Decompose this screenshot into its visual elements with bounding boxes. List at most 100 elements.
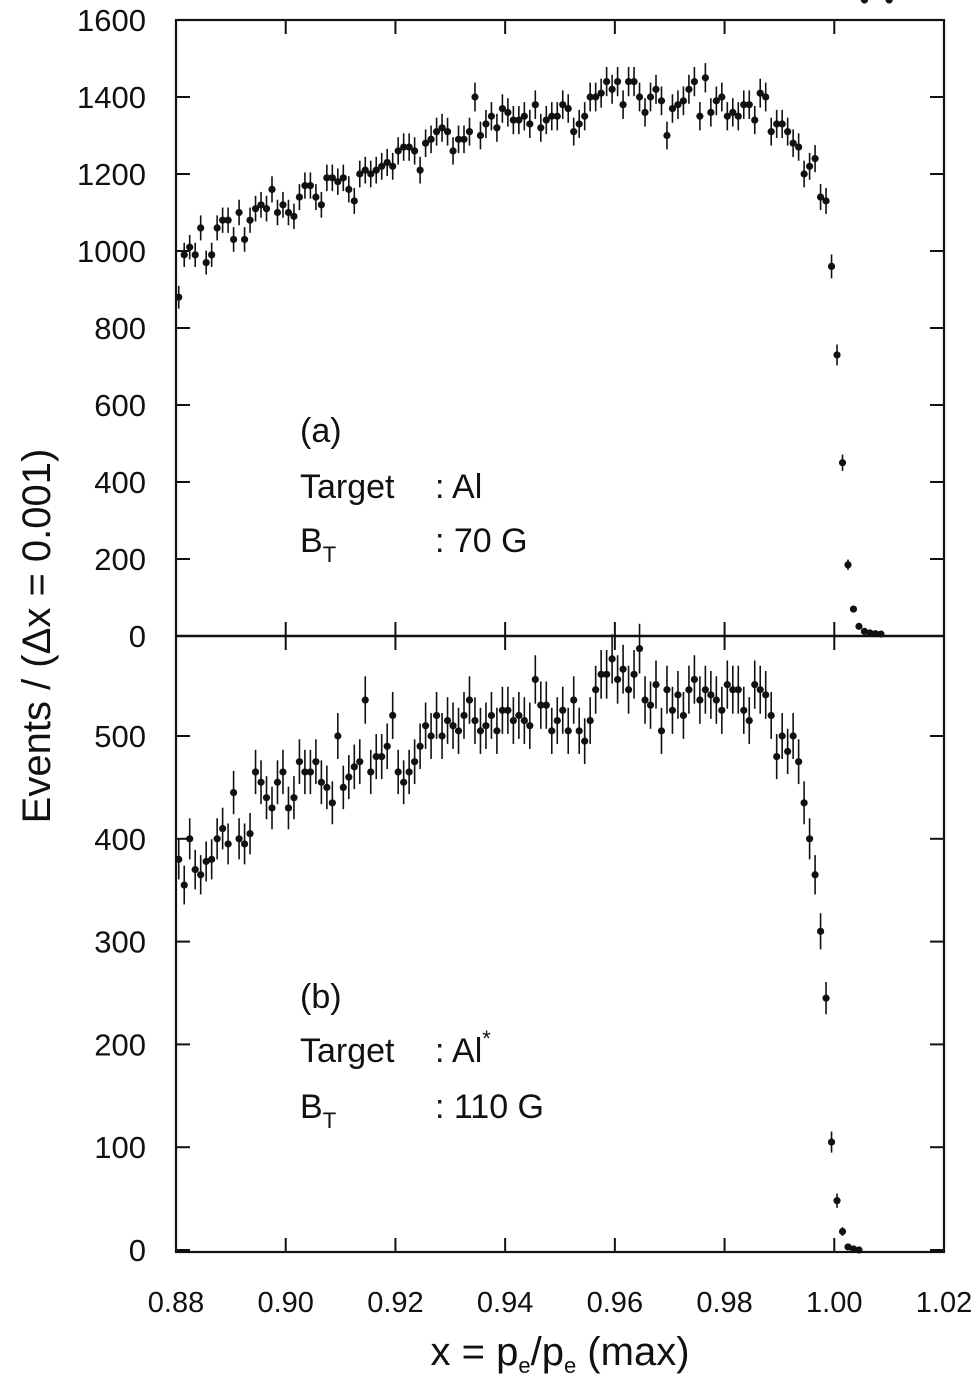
data-point bbox=[542, 701, 550, 709]
data-point bbox=[317, 201, 325, 209]
data-point bbox=[729, 108, 737, 116]
data-point bbox=[476, 131, 485, 140]
data-point bbox=[795, 758, 803, 766]
data-point bbox=[284, 208, 293, 217]
data-point bbox=[663, 131, 671, 140]
data-point bbox=[251, 205, 260, 213]
y-tick-label: 300 bbox=[94, 925, 146, 960]
data-point bbox=[630, 670, 638, 678]
data-point bbox=[180, 881, 188, 889]
data-point bbox=[328, 174, 336, 182]
panel-b-label: (b) bbox=[300, 978, 342, 1016]
x-tick-label: 0.92 bbox=[367, 1287, 423, 1319]
data-point bbox=[773, 752, 781, 761]
data-point bbox=[844, 561, 852, 569]
x-tick-label: 0.90 bbox=[257, 1287, 313, 1319]
data-point bbox=[361, 166, 369, 174]
data-point bbox=[465, 696, 474, 704]
data-point bbox=[230, 235, 238, 244]
data-point bbox=[416, 166, 424, 174]
data-point bbox=[592, 686, 600, 694]
data-point bbox=[191, 866, 199, 874]
data-point bbox=[306, 181, 314, 190]
data-point bbox=[449, 722, 457, 730]
data-point bbox=[262, 205, 271, 213]
data-point bbox=[405, 768, 413, 776]
data-point bbox=[816, 193, 825, 201]
data-point bbox=[405, 143, 413, 151]
data-point bbox=[345, 773, 353, 781]
data-point bbox=[372, 752, 380, 761]
data-point bbox=[471, 716, 479, 725]
data-point bbox=[773, 120, 781, 128]
data-point bbox=[197, 871, 205, 879]
data-point bbox=[312, 758, 320, 766]
data-point bbox=[707, 691, 715, 699]
data-point bbox=[378, 752, 386, 761]
data-point bbox=[652, 85, 660, 93]
x-axis-title: x = pe/pe (max) bbox=[430, 1330, 689, 1378]
data-point bbox=[756, 686, 764, 694]
data-point bbox=[257, 778, 265, 786]
data-point bbox=[246, 216, 254, 224]
data-point bbox=[251, 768, 260, 776]
data-point bbox=[443, 716, 452, 725]
data-point bbox=[339, 783, 347, 792]
data-point bbox=[707, 108, 715, 116]
data-point bbox=[257, 201, 265, 209]
data-point bbox=[416, 742, 424, 750]
data-point bbox=[718, 93, 726, 101]
data-point bbox=[509, 716, 517, 725]
data-point bbox=[838, 459, 847, 467]
y-tick-label: 100 bbox=[94, 1130, 146, 1165]
data-point bbox=[482, 120, 490, 128]
data-point bbox=[526, 722, 534, 730]
data-point bbox=[515, 116, 523, 124]
data-point bbox=[295, 758, 304, 766]
data-point bbox=[515, 711, 523, 720]
data-point bbox=[795, 143, 803, 151]
data-point bbox=[449, 147, 457, 155]
data-point bbox=[531, 675, 539, 684]
data-point bbox=[816, 927, 825, 935]
data-point bbox=[476, 727, 485, 735]
data-point bbox=[443, 128, 452, 136]
data-point bbox=[657, 97, 666, 105]
panel-a-axes: 0 200 400 600 800 1000 1200 1400 1600 bbox=[77, 3, 944, 654]
data-point bbox=[394, 147, 402, 155]
data-point bbox=[482, 722, 490, 730]
panel-a-field-value: : 70 G bbox=[435, 522, 528, 560]
data-point bbox=[224, 216, 232, 224]
data-point bbox=[197, 224, 205, 232]
data-point bbox=[581, 112, 589, 120]
panel-b-series bbox=[175, 0, 869, 1254]
data-point bbox=[844, 1243, 852, 1251]
data-point bbox=[663, 686, 671, 694]
y-axis-title: Events / (Δx = 0.001) bbox=[15, 449, 59, 824]
x-tick-label: 1.00 bbox=[806, 1287, 862, 1319]
data-point bbox=[367, 768, 375, 776]
data-point bbox=[235, 208, 243, 217]
data-point bbox=[657, 727, 666, 735]
data-point bbox=[350, 197, 358, 205]
data-point bbox=[630, 78, 638, 86]
data-point bbox=[800, 170, 808, 178]
data-point bbox=[784, 128, 792, 136]
data-point bbox=[614, 675, 622, 684]
data-point bbox=[317, 778, 325, 786]
data-point bbox=[740, 706, 748, 714]
data-point bbox=[465, 128, 474, 136]
data-point bbox=[262, 794, 271, 802]
data-point bbox=[559, 706, 567, 714]
data-point bbox=[570, 696, 578, 704]
data-point bbox=[641, 108, 649, 116]
data-point bbox=[498, 104, 506, 113]
data-point bbox=[619, 101, 627, 109]
data-point bbox=[597, 670, 605, 678]
data-point bbox=[822, 994, 830, 1002]
data-point bbox=[751, 116, 759, 124]
data-point bbox=[723, 112, 731, 120]
data-point bbox=[378, 162, 386, 170]
data-point bbox=[822, 197, 830, 205]
data-point bbox=[537, 701, 545, 709]
